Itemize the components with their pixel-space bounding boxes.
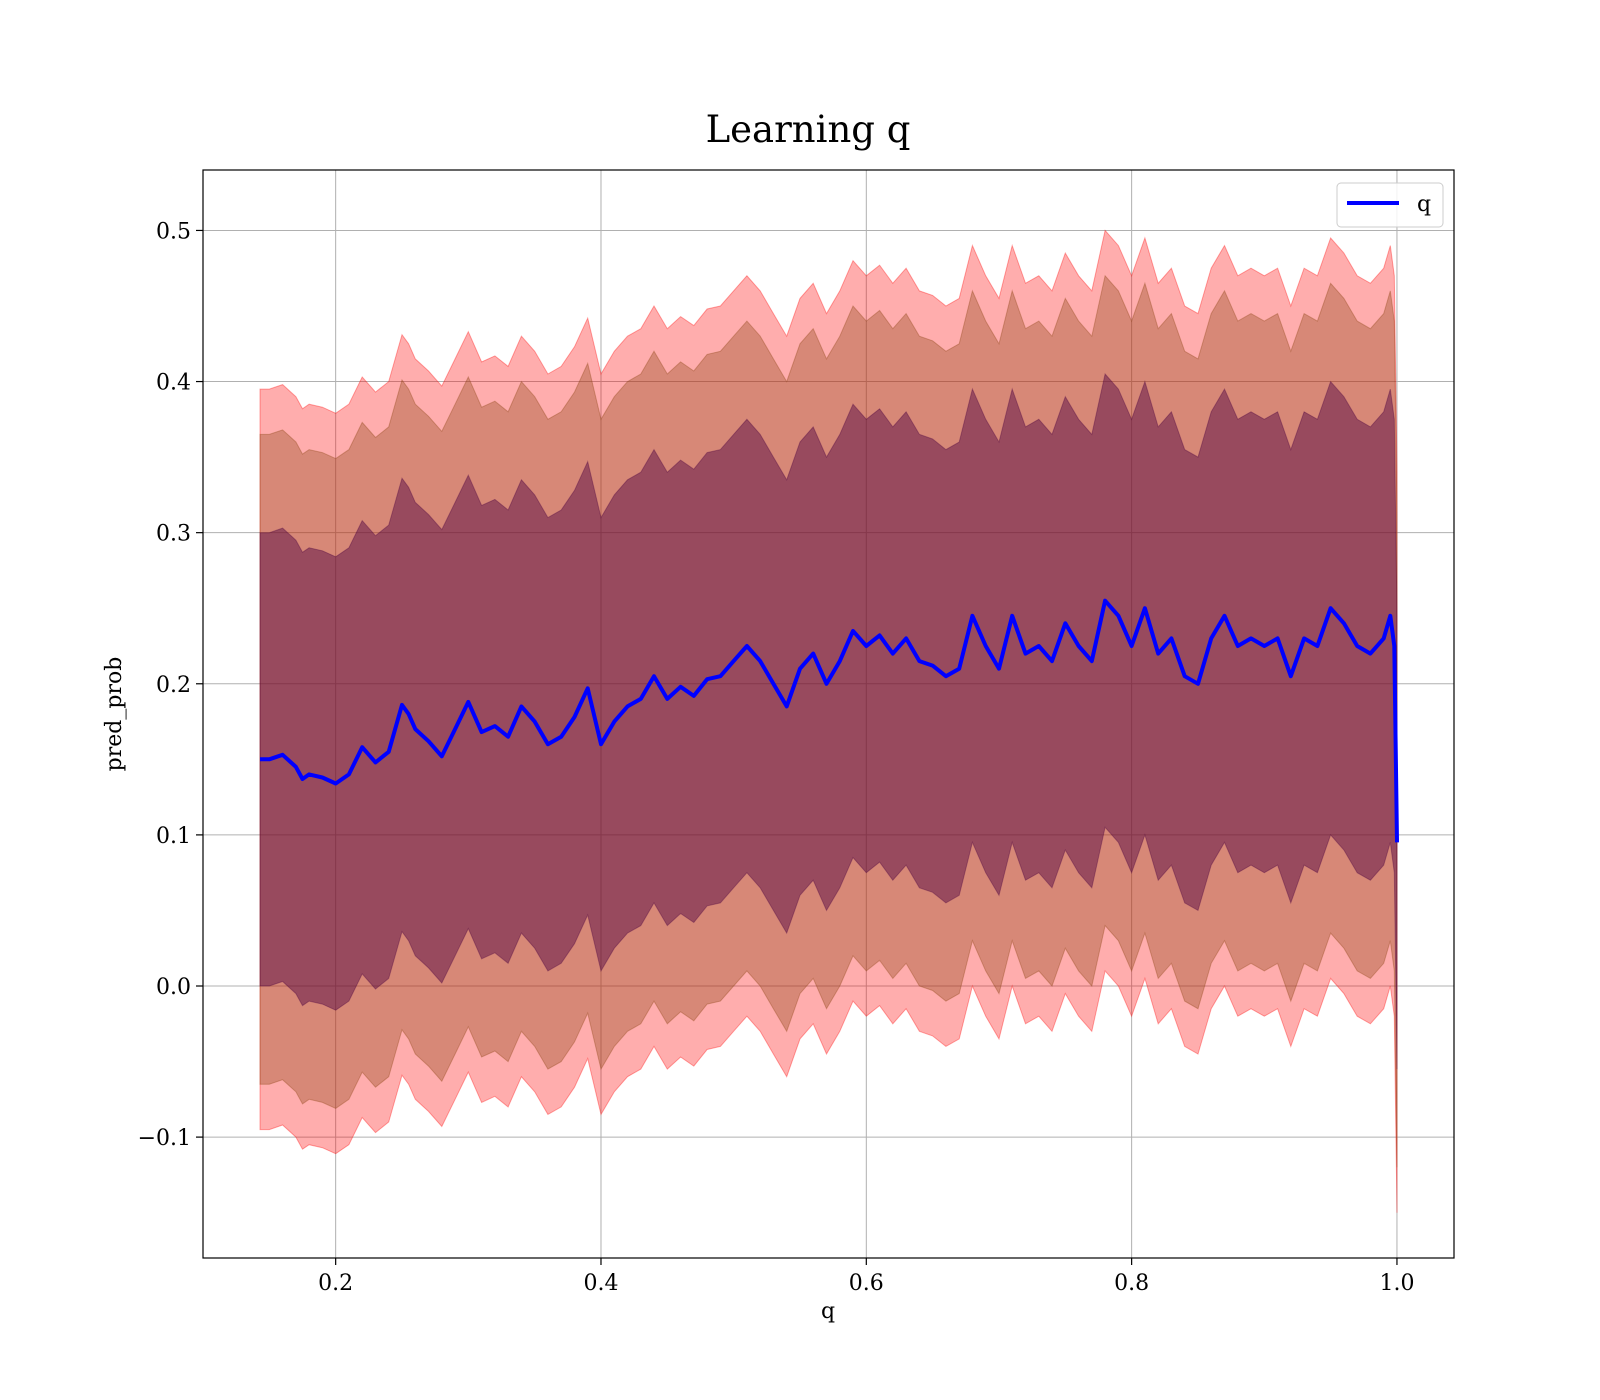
plot-frame bbox=[202, 169, 1455, 1259]
y-tick-label: 0.2 bbox=[156, 673, 191, 698]
y-tick-label: 0.3 bbox=[156, 522, 191, 547]
legend-label-q: q bbox=[1417, 192, 1431, 217]
confidence-band-middle bbox=[259, 274, 1398, 1168]
x-tick-label: 1.0 bbox=[1379, 1271, 1414, 1296]
x-tick-label: 0.8 bbox=[1114, 1271, 1149, 1296]
y-tick-label: 0.1 bbox=[156, 824, 191, 849]
grid bbox=[203, 170, 1454, 1258]
y-axis-label: pred_prob bbox=[102, 657, 127, 772]
chart-title: Learning q bbox=[706, 108, 911, 151]
series-lines bbox=[260, 598, 1399, 843]
x-axis-label: q bbox=[821, 1299, 835, 1324]
y-tick-label: 0.5 bbox=[156, 219, 191, 244]
confidence-band-outer bbox=[259, 229, 1398, 1213]
x-tick-label: 0.6 bbox=[849, 1271, 884, 1296]
y-tick-label: 0.4 bbox=[156, 371, 191, 396]
legend: q bbox=[1336, 182, 1444, 228]
confidence-bands bbox=[259, 229, 1398, 1213]
axis-ticks: 0.2 0.4 0.6 0.8 1.0 −0.1 0.0 0.1 0.2 0.3 0.4 0.5 bbox=[138, 219, 1415, 1296]
confidence-band-inner bbox=[259, 372, 1398, 1070]
x-tick-label: 0.2 bbox=[318, 1271, 353, 1296]
x-tick-label: 0.4 bbox=[583, 1271, 618, 1296]
y-tick-label: 0.0 bbox=[156, 975, 191, 1000]
series-line-q bbox=[260, 598, 1399, 843]
y-tick-label: −0.1 bbox=[138, 1126, 191, 1151]
